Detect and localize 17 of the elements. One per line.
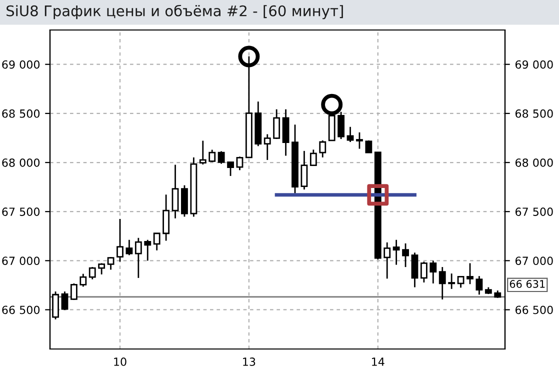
y2-tick-label: 66 500 (516, 306, 553, 314)
y2-tick-label: 67 500 (516, 208, 553, 216)
y2-tick-label: 69 000 (516, 60, 553, 69)
y-tick-label: 68 000 (2, 158, 40, 167)
y-tick-label: 67 000 (2, 256, 40, 266)
y2-tick-label: 68 000 (516, 158, 553, 167)
y-tick-label: 66 500 (2, 306, 40, 314)
y2-tick-label: 68 500 (516, 109, 553, 118)
ref-line-label: 66 631 (510, 280, 545, 288)
x-tick-label: 13 (243, 358, 256, 366)
y2-tick-label: 67 000 (516, 256, 553, 266)
y-tick-label: 68 500 (2, 109, 40, 118)
x-tick-label: 10 (114, 358, 126, 366)
x-tick-label: 14 (372, 358, 384, 366)
y-tick-label: 67 500 (2, 208, 40, 216)
chart-title: SiU8 График цены и объёма #2 - [60 минут] (6, 4, 343, 20)
y-tick-label: 69 000 (2, 60, 40, 69)
